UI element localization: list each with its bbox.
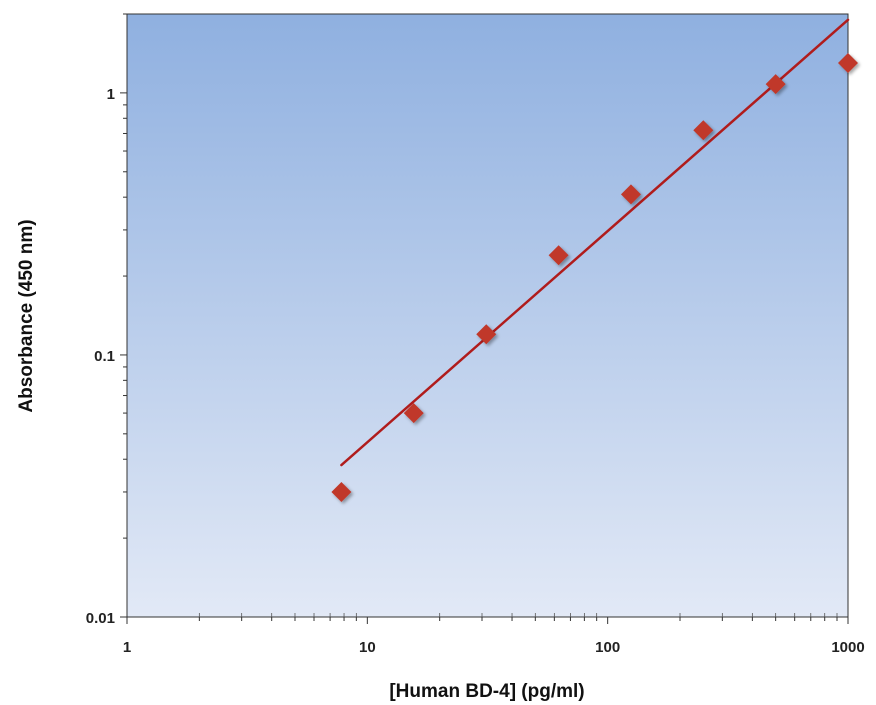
data-point (620, 184, 641, 205)
y-tick-label: 0.01 (86, 610, 115, 627)
fit-line (340, 18, 850, 467)
data-point (838, 53, 858, 74)
x-tick-label: 10 (359, 639, 376, 656)
data-points (331, 53, 858, 502)
y-tick-label: 0.1 (94, 348, 115, 365)
data-point (403, 403, 424, 424)
y-axis-title: Absorbance (450 nm) (16, 219, 37, 412)
data-point (693, 120, 714, 141)
data-point (548, 245, 569, 266)
y-tick-label: 1 (107, 86, 115, 103)
plot-area (126, 13, 849, 618)
data-point (765, 74, 786, 95)
axis-ticks (120, 13, 849, 624)
x-tick-label: 1 (123, 639, 131, 656)
data-point (476, 324, 497, 345)
x-tick-label: 100 (595, 639, 620, 656)
fit-line-layer (340, 18, 850, 467)
x-tick-label: 1000 (831, 639, 864, 656)
x-axis-title: [Human BD-4] (pg/ml) (389, 681, 584, 702)
data-point (331, 481, 352, 502)
tick-labels: 1 10 100 1000 0.01 0.1 1 (86, 86, 865, 656)
